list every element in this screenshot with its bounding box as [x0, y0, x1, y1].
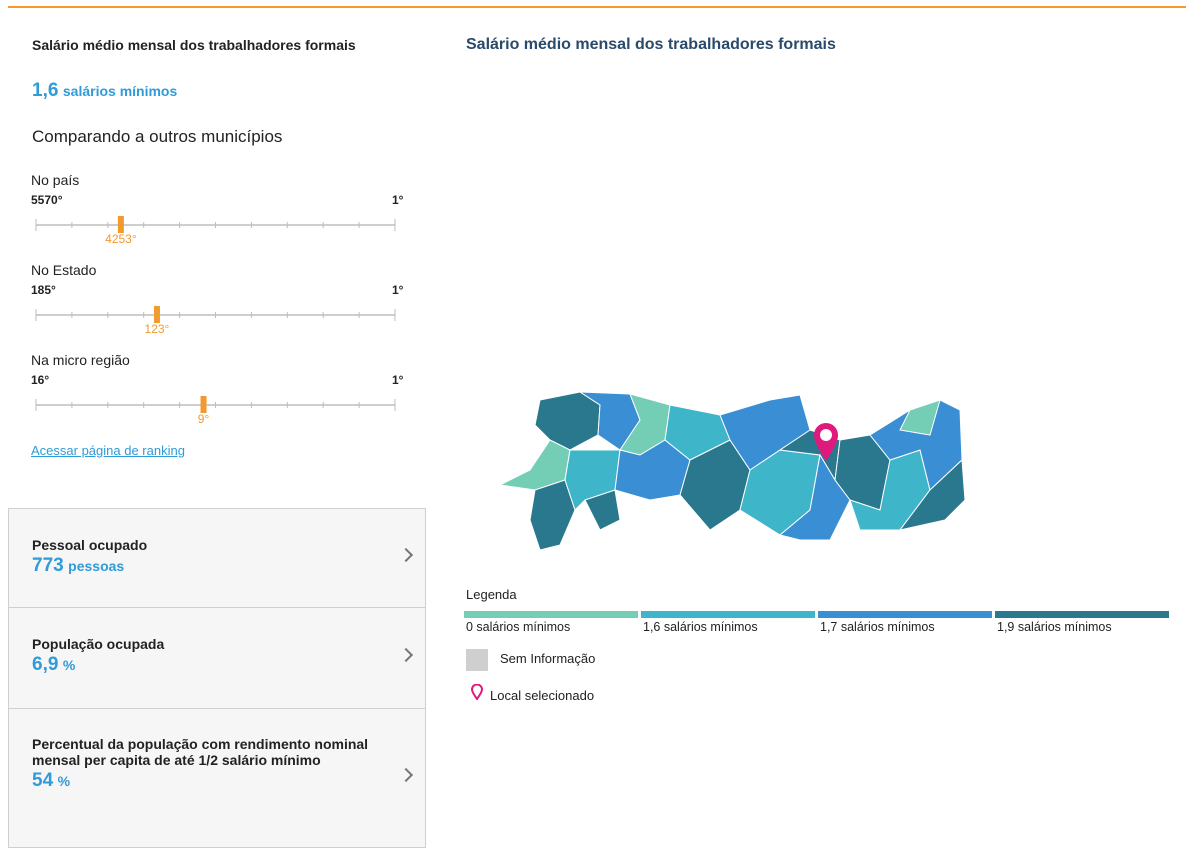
selected-pin: [814, 423, 838, 461]
card-title: População ocupada: [32, 636, 165, 652]
rank-value: 123°: [144, 322, 170, 336]
no-info-swatch: [466, 649, 488, 671]
rank-marker: [200, 396, 207, 413]
ranking-min: 5570°: [31, 193, 63, 207]
value: 773: [32, 555, 64, 576]
no-info-label: Sem Informação: [500, 651, 596, 666]
ranking-slider: [35, 216, 396, 233]
ranking-label: No país: [31, 172, 80, 188]
region: [778, 453, 851, 541]
top-border: [8, 6, 1186, 8]
ranking-max: 1°: [392, 283, 404, 297]
chevron: [398, 547, 414, 563]
unit: pessoas: [68, 558, 125, 574]
region: [584, 489, 621, 531]
ranking-min: 16°: [31, 373, 50, 387]
card-value: 6,9 %: [32, 654, 392, 676]
ranking-max: 1°: [392, 373, 404, 387]
value: 6,9: [32, 654, 59, 675]
legend-label: 1,9 salários mínimos: [997, 620, 1112, 634]
ranking-label: Na micro região: [31, 352, 130, 368]
rank-value: 9°: [197, 412, 210, 426]
indicator-card[interactable]: População ocupada 6,9 %: [8, 607, 426, 709]
ranking-label: No Estado: [31, 262, 97, 278]
value: 54: [32, 770, 54, 791]
legend-title: Legenda: [466, 587, 517, 602]
card-title: Pessoal ocupado: [32, 537, 148, 553]
value: 1,6: [32, 80, 59, 101]
region: [534, 391, 601, 451]
ranking-max: 1°: [392, 193, 404, 207]
unit: %: [62, 657, 76, 673]
legend-swatch: [641, 611, 815, 618]
map-regions: [498, 391, 966, 551]
ranking-min: 185°: [31, 283, 56, 297]
ranking-slider: [35, 396, 396, 413]
region: [899, 399, 941, 436]
map: [498, 391, 966, 551]
selected-label: Local selecionado: [490, 688, 595, 703]
unit: %: [57, 773, 71, 789]
map-title: Salário médio mensal dos trabalhadores f…: [466, 36, 836, 53]
legend-swatch: [995, 611, 1169, 618]
legend-swatch: [464, 611, 638, 618]
indicator-value: 1,6 salários mínimos: [32, 80, 177, 102]
card-value: 54 %: [32, 770, 392, 792]
pin-icon: [471, 684, 483, 700]
rank-value: 4253°: [105, 232, 137, 246]
card-value: 773 pessoas: [32, 555, 392, 577]
ranking-link[interactable]: Acessar página de ranking: [31, 443, 185, 458]
card-content: População ocupada 6,9 %: [32, 636, 392, 676]
rank-marker: [153, 306, 160, 323]
indicator-card[interactable]: Pessoal ocupado 773 pessoas: [8, 508, 426, 608]
unit: salários mínimos: [62, 83, 178, 99]
card-title: Percentual da população com rendimento n…: [32, 736, 369, 768]
indicator-card[interactable]: Percentual da população com rendimento n…: [8, 708, 426, 848]
chevron: [398, 767, 414, 783]
legend-label: 0 salários mínimos: [466, 620, 571, 634]
ranking-slider: [35, 306, 396, 323]
comparison-title: Comparando a outros municípios: [32, 127, 283, 146]
legend-label: 1,6 salários mínimos: [643, 620, 758, 634]
legend-label: 1,7 salários mínimos: [820, 620, 935, 634]
chevron: [398, 647, 414, 663]
rank-marker: [117, 216, 124, 233]
indicator-title: Salário médio mensal dos trabalhadores f…: [32, 37, 356, 53]
card-content: Percentual da população com rendimento n…: [32, 736, 392, 792]
card-content: Pessoal ocupado 773 pessoas: [32, 537, 392, 577]
legend-swatch: [818, 611, 992, 618]
region: [898, 458, 966, 531]
